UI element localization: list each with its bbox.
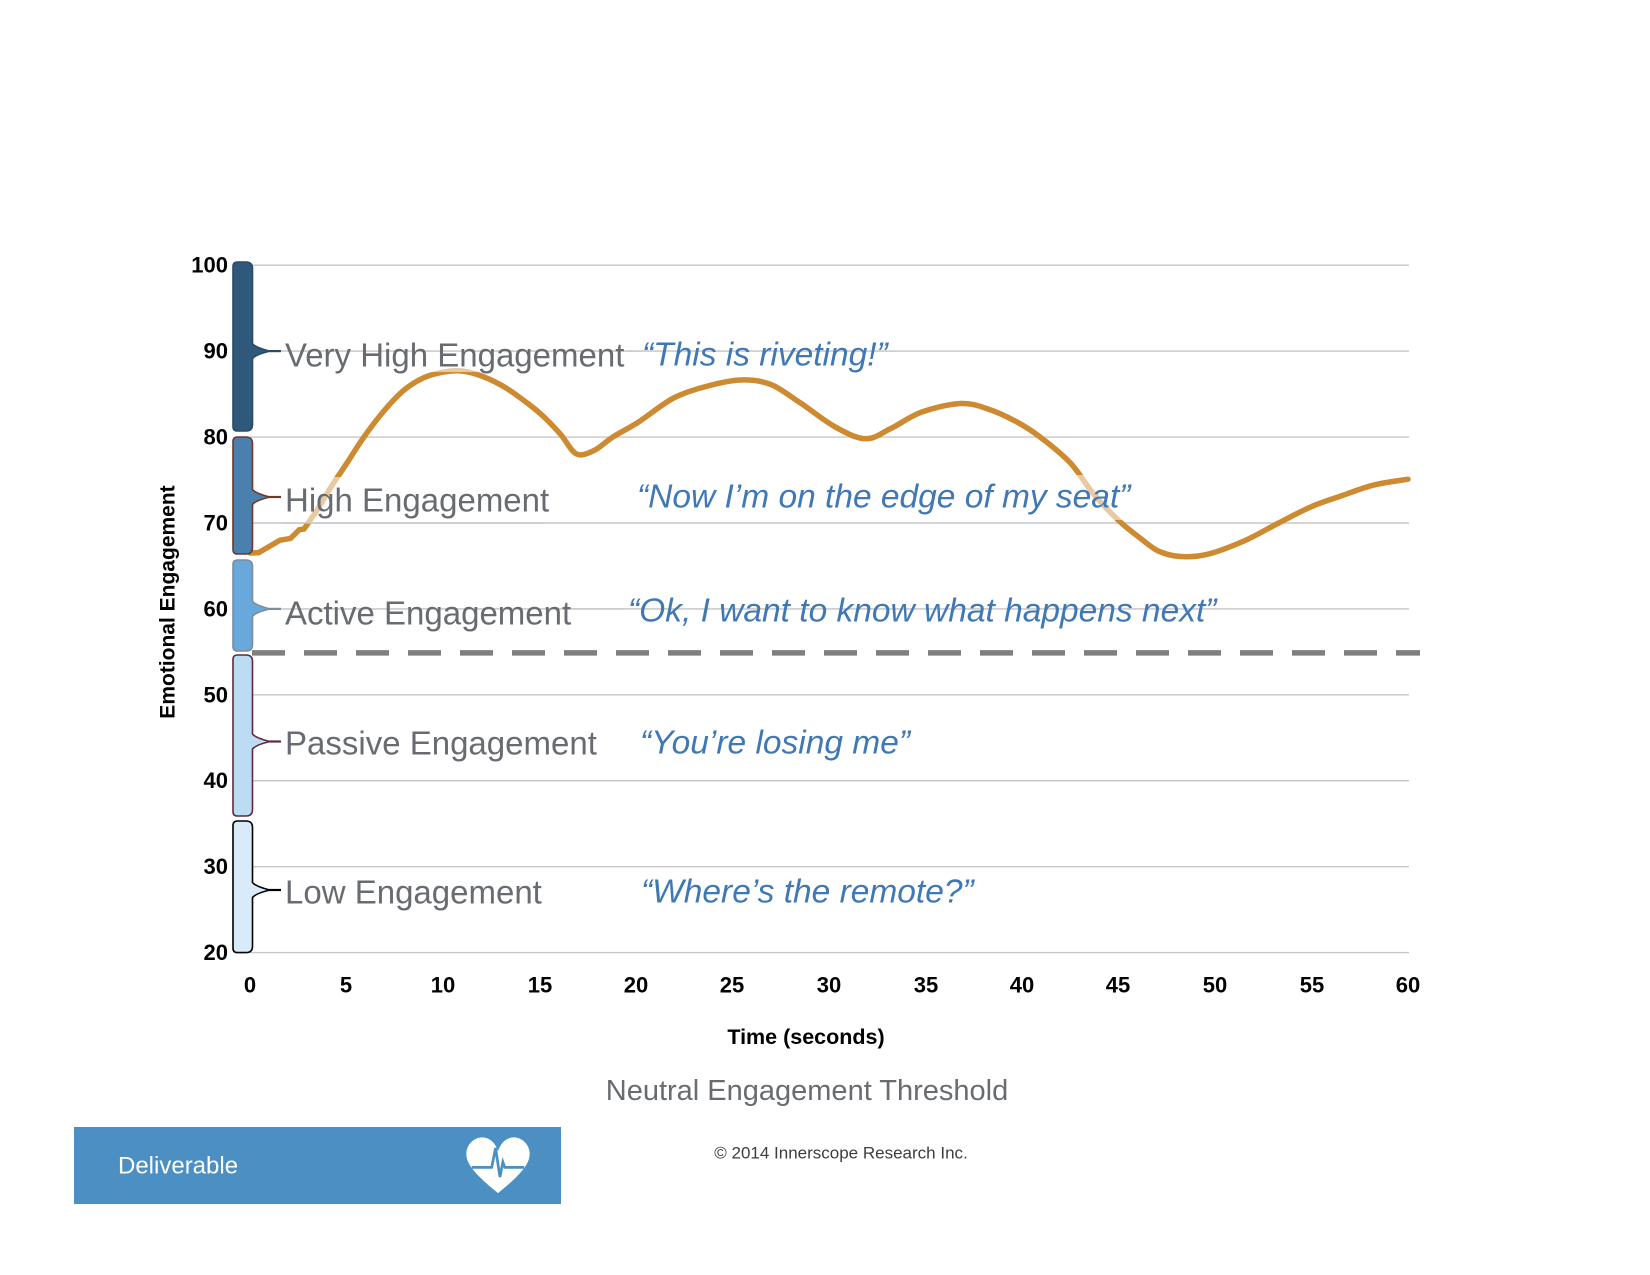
svg-text:© 2014 Innerscope Research Inc: © 2014 Innerscope Research Inc. — [714, 1144, 968, 1163]
svg-text:35: 35 — [914, 973, 938, 998]
svg-text:70: 70 — [204, 511, 228, 536]
svg-text:Deliverable: Deliverable — [118, 1153, 238, 1180]
svg-text:60: 60 — [204, 596, 228, 621]
svg-text:Emotional Engagement: Emotional Engagement — [157, 485, 180, 718]
svg-text:5: 5 — [340, 973, 352, 998]
svg-text:60: 60 — [1396, 973, 1420, 998]
svg-text:Neutral Engagement Threshold: Neutral Engagement Threshold — [606, 1075, 1009, 1107]
svg-text:40: 40 — [204, 768, 228, 793]
svg-text:“Now I’m on the edge of my sea: “Now I’m on the edge of my seat” — [637, 479, 1132, 516]
svg-text:50: 50 — [1203, 973, 1227, 998]
svg-text:55: 55 — [1300, 973, 1324, 998]
svg-text:Low Engagement: Low Engagement — [285, 874, 542, 911]
svg-text:Time (seconds): Time (seconds) — [727, 1025, 884, 1049]
svg-text:30: 30 — [204, 854, 228, 879]
svg-text:80: 80 — [204, 425, 228, 450]
svg-text:45: 45 — [1106, 973, 1130, 998]
svg-text:Very High Engagement: Very High Engagement — [285, 337, 624, 374]
svg-text:“Ok, I want to know what happe: “Ok, I want to know what happens next” — [628, 593, 1218, 630]
svg-text:30: 30 — [817, 973, 841, 998]
svg-text:“This is riveting!”: “This is riveting!” — [642, 337, 890, 374]
svg-text:20: 20 — [204, 940, 228, 965]
svg-text:“Where’s the remote?”: “Where’s the remote?” — [641, 874, 975, 911]
svg-text:“You’re losing me”: “You’re losing me” — [640, 725, 912, 762]
svg-text:Active Engagement: Active Engagement — [285, 595, 571, 632]
svg-text:Passive Engagement: Passive Engagement — [285, 725, 597, 762]
svg-text:10: 10 — [431, 973, 455, 998]
svg-text:High Engagement: High Engagement — [285, 482, 549, 519]
svg-text:20: 20 — [624, 973, 648, 998]
svg-text:15: 15 — [528, 973, 552, 998]
svg-text:25: 25 — [720, 973, 744, 998]
svg-text:90: 90 — [204, 339, 228, 364]
svg-text:0: 0 — [244, 973, 256, 998]
svg-text:40: 40 — [1010, 973, 1034, 998]
svg-text:50: 50 — [204, 682, 228, 707]
svg-text:100: 100 — [191, 253, 228, 278]
